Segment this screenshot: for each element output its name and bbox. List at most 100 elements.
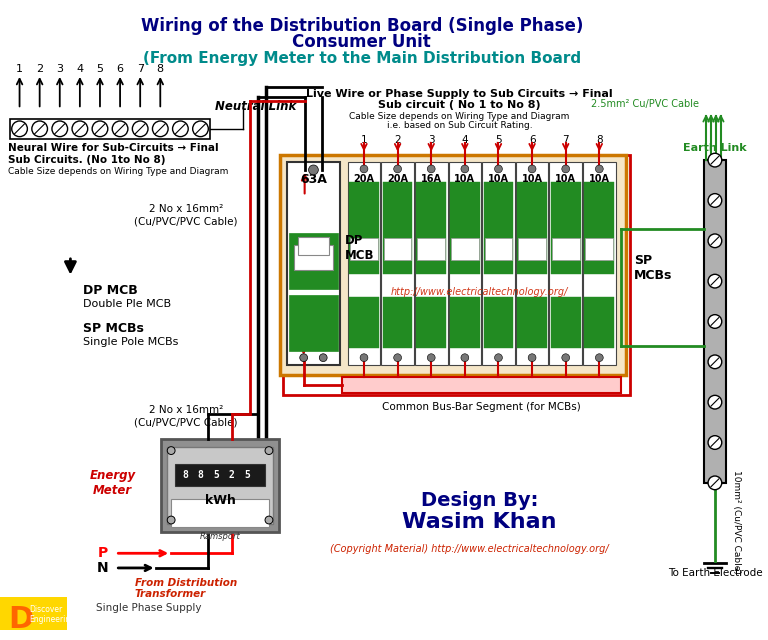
Text: 2 No x 16mm²: 2 No x 16mm² — [149, 404, 223, 415]
Circle shape — [495, 165, 502, 173]
Text: Energy
Meter: Energy Meter — [89, 469, 135, 497]
Circle shape — [265, 447, 273, 454]
Text: 6: 6 — [529, 134, 535, 145]
Text: Sub Circuits. (No 1to No 8): Sub Circuits. (No 1to No 8) — [8, 155, 165, 165]
Circle shape — [708, 234, 722, 248]
Bar — [449, 162, 482, 365]
Circle shape — [427, 354, 435, 362]
Text: 5: 5 — [214, 470, 219, 480]
Bar — [584, 297, 614, 348]
Text: From Distribution: From Distribution — [135, 578, 237, 588]
Bar — [517, 182, 547, 274]
Circle shape — [708, 396, 722, 409]
Text: 2 No x 16mm²: 2 No x 16mm² — [149, 204, 223, 214]
Text: 20A: 20A — [353, 173, 375, 184]
Circle shape — [112, 121, 128, 137]
Text: 8: 8 — [596, 134, 603, 145]
Bar — [289, 233, 339, 289]
Bar — [280, 156, 626, 375]
Text: 10A: 10A — [589, 173, 610, 184]
Text: P: P — [98, 547, 108, 560]
Text: Common Bus-Bar Segment (for MCBs): Common Bus-Bar Segment (for MCBs) — [382, 401, 581, 412]
Text: i.e. based on Sub Circuit Rating.: i.e. based on Sub Circuit Rating. — [387, 122, 532, 131]
Circle shape — [153, 121, 168, 137]
Bar — [349, 297, 379, 348]
Circle shape — [132, 121, 148, 137]
Text: 3: 3 — [56, 64, 63, 74]
Text: 5: 5 — [97, 64, 104, 74]
Text: Ramsport: Ramsport — [200, 532, 240, 541]
Circle shape — [360, 165, 368, 173]
Bar — [382, 182, 412, 274]
Bar — [381, 162, 414, 365]
Text: 2: 2 — [394, 134, 401, 145]
Circle shape — [300, 354, 307, 362]
Bar — [167, 447, 273, 524]
Text: (Cu/PVC/PVC Cable): (Cu/PVC/PVC Cable) — [134, 217, 237, 227]
Text: 20A: 20A — [387, 173, 408, 184]
Bar — [484, 182, 513, 274]
Circle shape — [360, 354, 368, 362]
Text: 10A: 10A — [521, 173, 542, 184]
Text: Single Pole MCBs: Single Pole MCBs — [83, 337, 178, 347]
Bar — [516, 162, 548, 365]
Text: To Earth Electrode: To Earth Electrode — [667, 568, 762, 578]
Bar — [298, 237, 329, 255]
Bar — [175, 464, 265, 486]
Text: Wiring of the Distribution Board (Single Phase): Wiring of the Distribution Board (Single… — [141, 17, 583, 35]
Bar — [289, 295, 339, 351]
Circle shape — [528, 165, 536, 173]
Text: SP
MCBs: SP MCBs — [634, 253, 672, 282]
Circle shape — [595, 165, 603, 173]
Text: 7: 7 — [137, 64, 144, 74]
Text: Transformer: Transformer — [135, 589, 207, 599]
Bar — [349, 182, 379, 274]
Text: 10mm² (Cu/PVC Cable): 10mm² (Cu/PVC Cable) — [732, 470, 740, 574]
Bar — [517, 297, 547, 348]
Text: 8: 8 — [197, 470, 204, 480]
Bar — [348, 162, 380, 365]
Text: Discover: Discover — [29, 605, 62, 614]
Text: Neutral Link: Neutral Link — [215, 100, 296, 113]
Text: 5: 5 — [495, 134, 502, 145]
Text: (From Energy Meter to the Main Distribution Board: (From Energy Meter to the Main Distribut… — [143, 51, 581, 65]
Text: Sub circuit ( No 1 to No 8): Sub circuit ( No 1 to No 8) — [379, 100, 541, 110]
Text: 4: 4 — [462, 134, 468, 145]
Text: 7: 7 — [562, 134, 569, 145]
Text: (Cu/PVC/PVC Cable): (Cu/PVC/PVC Cable) — [134, 417, 237, 428]
Text: 2.5mm² Cu/PVC Cable: 2.5mm² Cu/PVC Cable — [591, 99, 699, 109]
Text: 8: 8 — [157, 64, 164, 74]
Text: Consumer Unit: Consumer Unit — [293, 33, 431, 51]
Circle shape — [562, 165, 570, 173]
Text: 1: 1 — [361, 134, 367, 145]
Circle shape — [92, 121, 108, 137]
Text: Single Phase Supply: Single Phase Supply — [96, 603, 201, 613]
Circle shape — [495, 354, 502, 362]
Bar — [0, 597, 67, 630]
Text: (Copyright Material) http://www.electricaltechnology.org/: (Copyright Material) http://www.electric… — [330, 545, 609, 554]
Text: 5: 5 — [244, 470, 250, 480]
Bar — [551, 297, 581, 348]
Circle shape — [309, 165, 319, 175]
Bar — [161, 439, 279, 532]
Circle shape — [708, 194, 722, 207]
Circle shape — [461, 165, 468, 173]
Circle shape — [528, 354, 536, 362]
Circle shape — [12, 121, 28, 137]
Circle shape — [595, 354, 603, 362]
Circle shape — [265, 516, 273, 524]
Bar — [584, 182, 614, 274]
Bar — [552, 238, 580, 260]
Text: DP MCB: DP MCB — [83, 284, 138, 297]
Text: 16A: 16A — [421, 173, 442, 184]
Text: 2: 2 — [229, 470, 235, 480]
Circle shape — [708, 436, 722, 449]
Bar — [10, 119, 210, 139]
Bar — [417, 238, 445, 260]
Bar — [585, 238, 613, 260]
Text: SP MCBs: SP MCBs — [83, 322, 144, 335]
Bar — [484, 297, 513, 348]
Text: Neural Wire for Sub-Circuits → Final: Neural Wire for Sub-Circuits → Final — [8, 143, 218, 154]
Bar — [704, 160, 726, 483]
Text: 63A: 63A — [300, 173, 327, 186]
